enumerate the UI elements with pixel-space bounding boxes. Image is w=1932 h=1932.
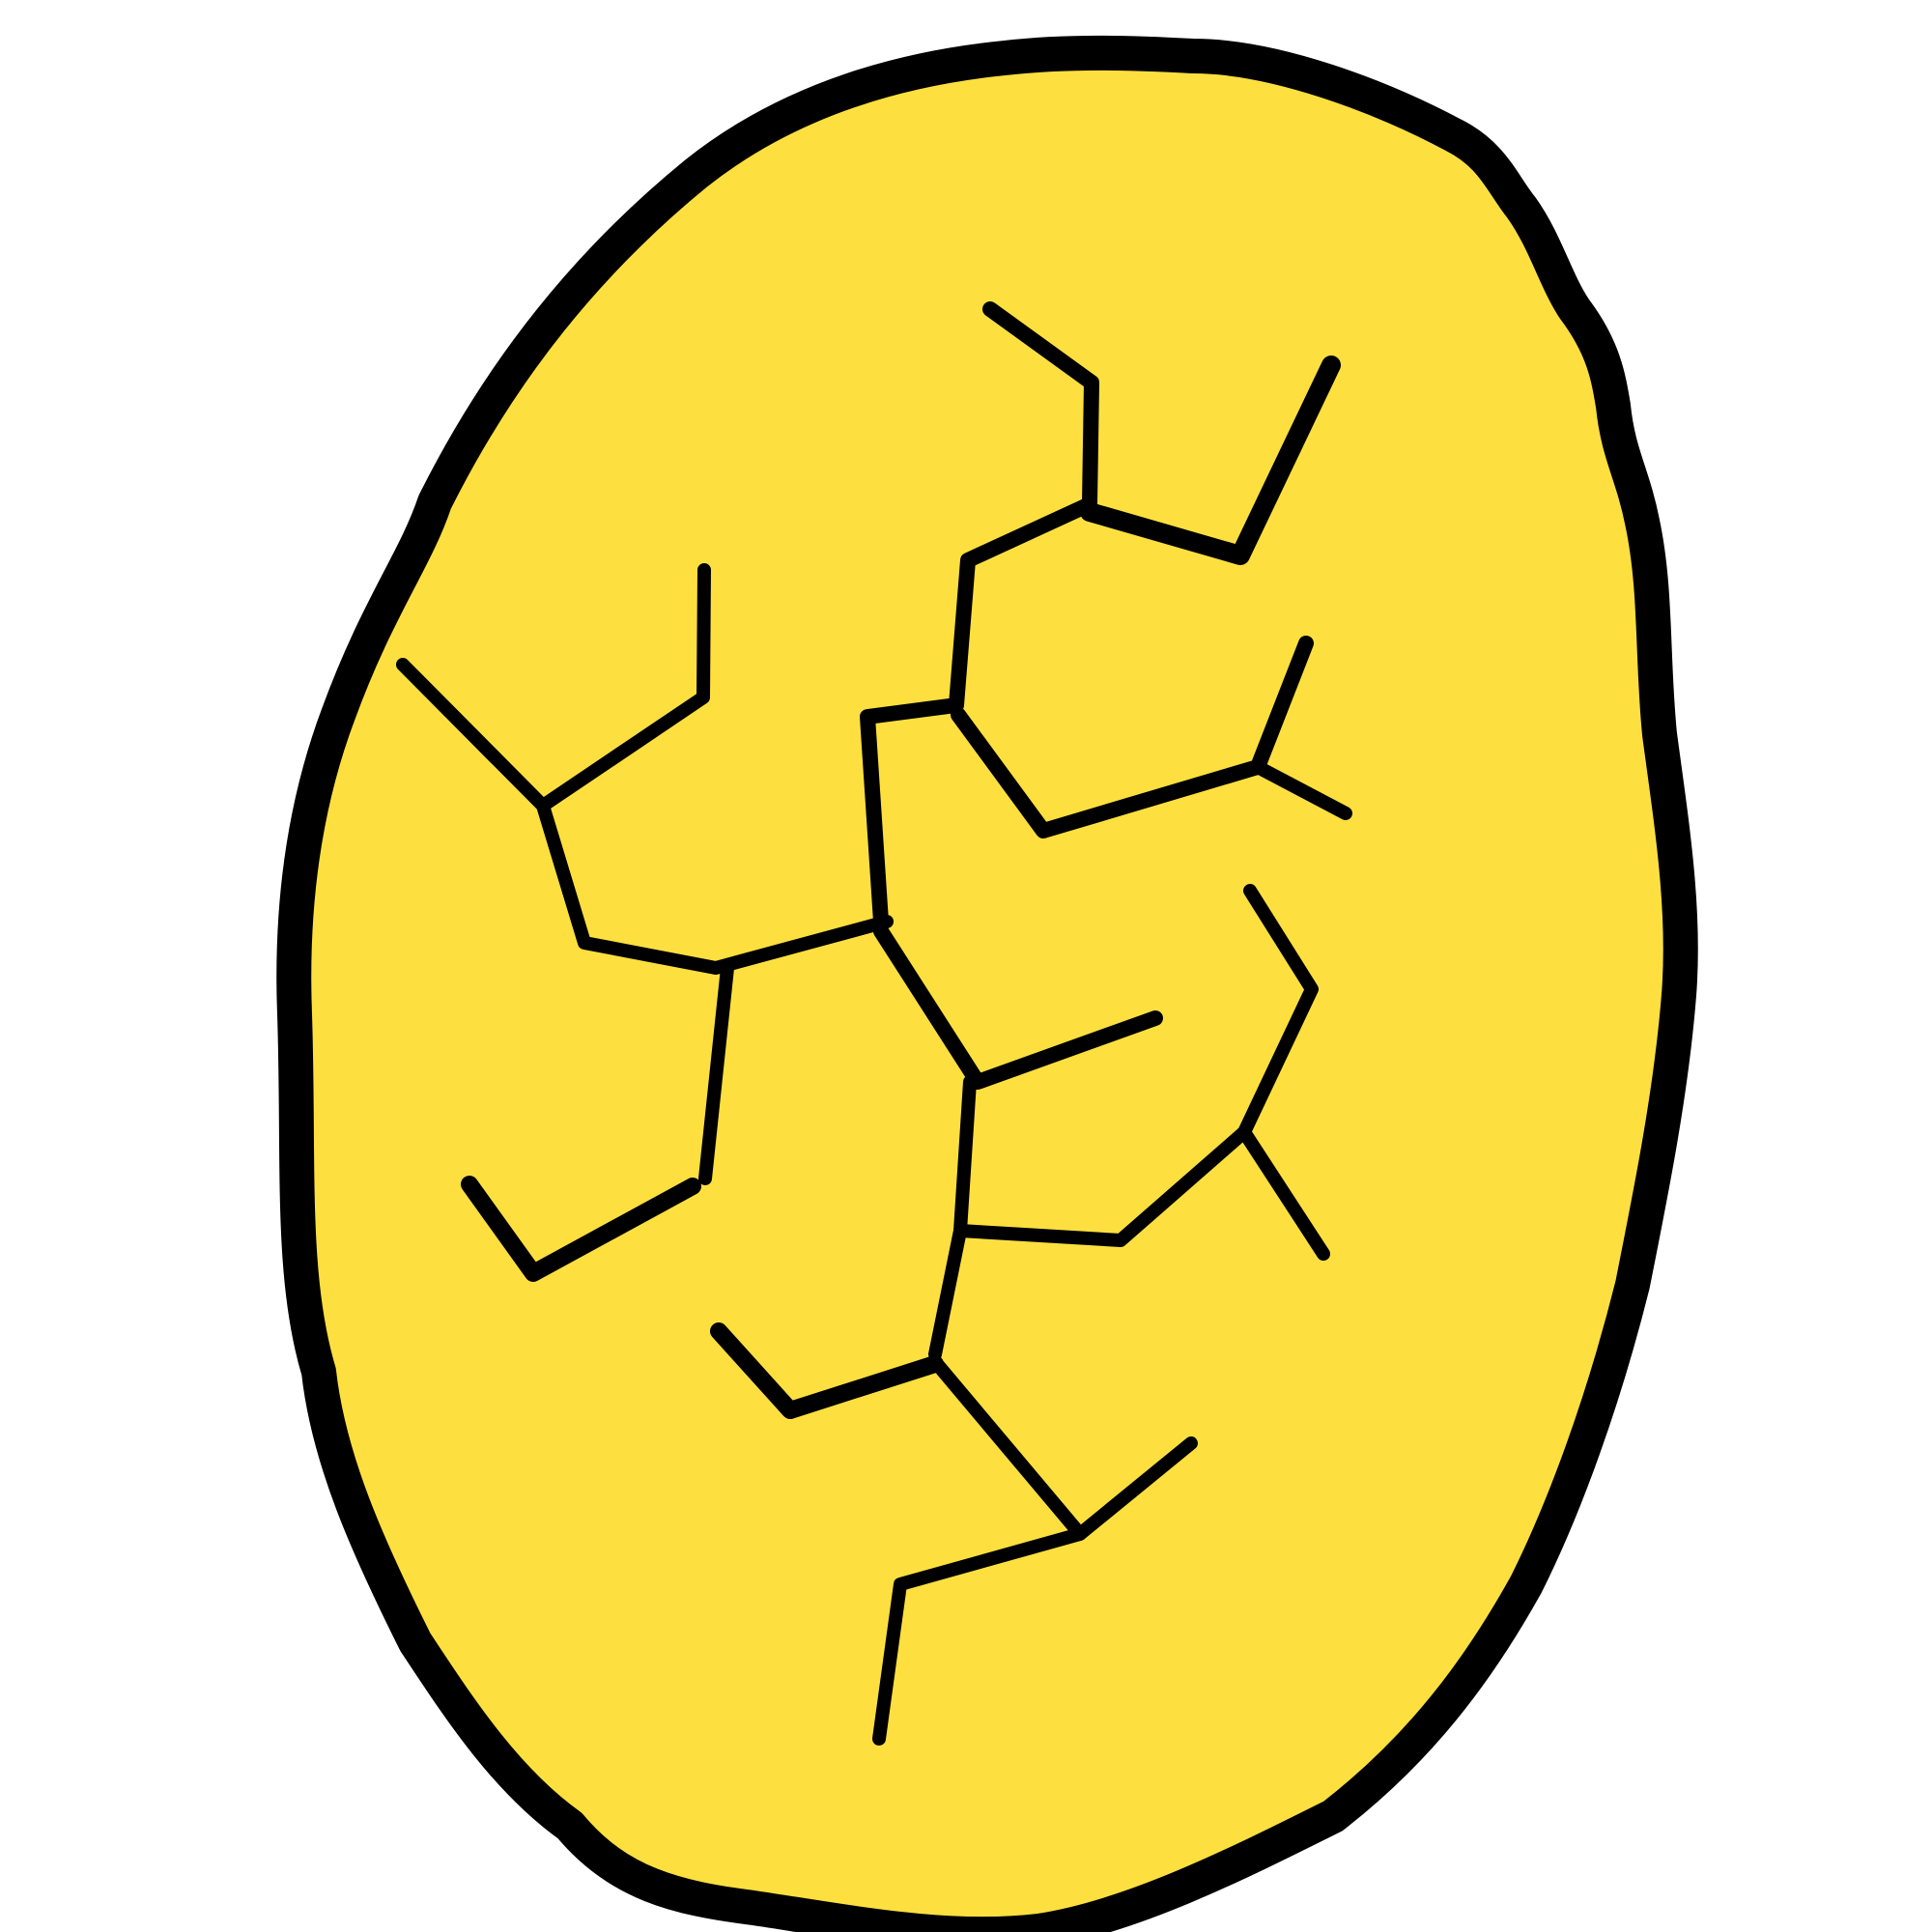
- egg-shell: [276, 35, 1698, 1932]
- crack-mid-upper-right: [951, 636, 1314, 838]
- crack-left-lower: [461, 1176, 701, 1282]
- crack-right-mid-tip: [1237, 1125, 1330, 1261]
- crack-lower-left: [710, 1322, 944, 1419]
- crack-bottom: [872, 1527, 1087, 1746]
- crack-top-right: [1080, 355, 1341, 565]
- crack-top-main: [860, 301, 1099, 929]
- crack-left-main: [536, 799, 894, 975]
- crack-left-down: [698, 961, 734, 1185]
- crack-mid-upper-right-tip: [1251, 760, 1352, 820]
- crack-network: [396, 301, 1352, 1746]
- crack-center-down: [873, 923, 1163, 1090]
- crack-left-upper: [396, 563, 711, 812]
